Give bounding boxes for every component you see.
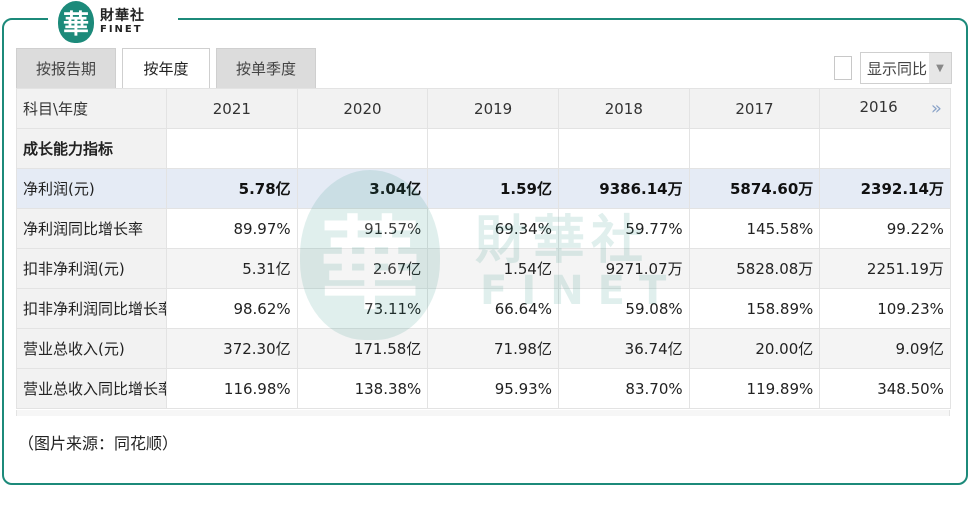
- table-row[interactable]: 净利润(元) 5.78亿 3.04亿 1.59亿 9386.14万 5874.6…: [16, 168, 951, 209]
- cell-value: 1.59亿: [427, 168, 559, 209]
- row-label: 扣非净利润同比增长率: [16, 288, 167, 329]
- table-row-cutoff: [16, 410, 950, 416]
- cell-value: 2.67亿: [296, 248, 429, 289]
- row-label: 净利润(元): [16, 168, 167, 209]
- header-label: 科目\年度: [16, 88, 167, 129]
- table-row[interactable]: 净利润同比增长率 89.97% 91.57% 69.34% 59.77% 145…: [16, 208, 951, 249]
- brand-logo: 華 財華社 FINET: [48, 0, 178, 44]
- cell-value: 59.08%: [557, 288, 690, 329]
- source-note: （图片来源：同花顺）: [18, 434, 179, 453]
- cell-value: 145.58%: [688, 208, 821, 249]
- year-header: 2021: [166, 88, 298, 129]
- yoy-select[interactable]: 显示同比 ▼: [860, 52, 952, 84]
- row-label: 净利润同比增长率: [16, 208, 167, 249]
- cell-value: 138.38%: [296, 368, 429, 409]
- cell-value: 98.62%: [166, 288, 298, 329]
- cell-value: 9.09亿: [819, 328, 951, 369]
- row-label: 营业总收入(元): [16, 328, 167, 369]
- cell-value: 5828.08万: [688, 248, 821, 289]
- year-header: 2016: [859, 98, 898, 116]
- cell-value: 71.98亿: [427, 328, 559, 369]
- tab-by-report-period[interactable]: 按报告期: [16, 48, 116, 88]
- cell-value: 91.57%: [296, 208, 429, 249]
- cell-value: 348.50%: [819, 368, 951, 409]
- financial-table: 科目\年度 2021 2020 2019 2018 2017 2016 » 成长…: [16, 88, 951, 409]
- cell-value: 119.89%: [688, 368, 821, 409]
- cell-value: 3.04亿: [296, 168, 429, 209]
- row-label: 扣非净利润(元): [16, 248, 167, 289]
- year-header: 2018: [557, 88, 690, 129]
- yoy-select-value: 显示同比: [867, 59, 928, 78]
- period-tabs: 按报告期 按年度 按单季度: [16, 48, 322, 88]
- row-label: 营业总收入同比增长率: [16, 368, 167, 409]
- cell-value: 73.11%: [296, 288, 429, 329]
- yoy-toggle: 显示同比 ▼: [834, 52, 952, 84]
- year-header-last: 2016 »: [819, 88, 951, 129]
- cell-value: 116.98%: [166, 368, 298, 409]
- cell-value: 9271.07万: [557, 248, 690, 289]
- double-chevron-right-icon[interactable]: »: [930, 98, 942, 119]
- cell-value: 2392.14万: [819, 168, 951, 209]
- year-header: 2020: [296, 88, 429, 129]
- brand-name-en: FINET: [100, 24, 143, 35]
- cell-value: 99.22%: [819, 208, 951, 249]
- cell-value: 20.00亿: [688, 328, 821, 369]
- year-header: 2017: [688, 88, 821, 129]
- chevron-down-icon[interactable]: ▼: [929, 53, 951, 83]
- cell-value: 5.31亿: [166, 248, 298, 289]
- cell-value: 2251.19万: [819, 248, 951, 289]
- section-row: 成长能力指标: [16, 128, 951, 169]
- cell-value: 69.34%: [427, 208, 559, 249]
- cell-value: 109.23%: [819, 288, 951, 329]
- cell-value: 66.64%: [427, 288, 559, 329]
- cell-value: 5.78亿: [166, 168, 298, 209]
- table-row[interactable]: 扣非净利润(元) 5.31亿 2.67亿 1.54亿 9271.07万 5828…: [16, 248, 951, 289]
- cell-value: 9386.14万: [557, 168, 690, 209]
- cell-value: 171.58亿: [296, 328, 429, 369]
- cell-value: 5874.60万: [688, 168, 821, 209]
- cell-value: 372.30亿: [166, 328, 298, 369]
- empty-cell: [427, 128, 559, 169]
- empty-cell: [688, 128, 821, 169]
- cell-value: 89.97%: [166, 208, 298, 249]
- cell-value: 95.93%: [427, 368, 559, 409]
- empty-cell: [819, 128, 951, 169]
- brand-name-cn: 財華社: [100, 8, 145, 24]
- brand-text: 財華社 FINET: [100, 9, 145, 35]
- table-row[interactable]: 扣非净利润同比增长率 98.62% 73.11% 66.64% 59.08% 1…: [16, 288, 951, 329]
- empty-cell: [166, 128, 298, 169]
- brand-badge-icon: 華: [58, 1, 94, 43]
- section-title: 成长能力指标: [16, 128, 167, 169]
- cell-value: 36.74亿: [557, 328, 690, 369]
- tab-by-quarter[interactable]: 按单季度: [216, 48, 316, 88]
- cell-value: 1.54亿: [427, 248, 559, 289]
- year-header: 2019: [427, 88, 559, 129]
- cell-value: 59.77%: [557, 208, 690, 249]
- tab-by-year[interactable]: 按年度: [122, 48, 210, 88]
- cell-value: 83.70%: [557, 368, 690, 409]
- table-row[interactable]: 营业总收入同比增长率 116.98% 138.38% 95.93% 83.70%…: [16, 368, 951, 409]
- empty-cell: [557, 128, 690, 169]
- yoy-checkbox[interactable]: [834, 56, 852, 80]
- table-row[interactable]: 营业总收入(元) 372.30亿 171.58亿 71.98亿 36.74亿 2…: [16, 328, 951, 369]
- cell-value: 158.89%: [688, 288, 821, 329]
- table-header-row: 科目\年度 2021 2020 2019 2018 2017 2016 »: [16, 88, 951, 129]
- empty-cell: [296, 128, 429, 169]
